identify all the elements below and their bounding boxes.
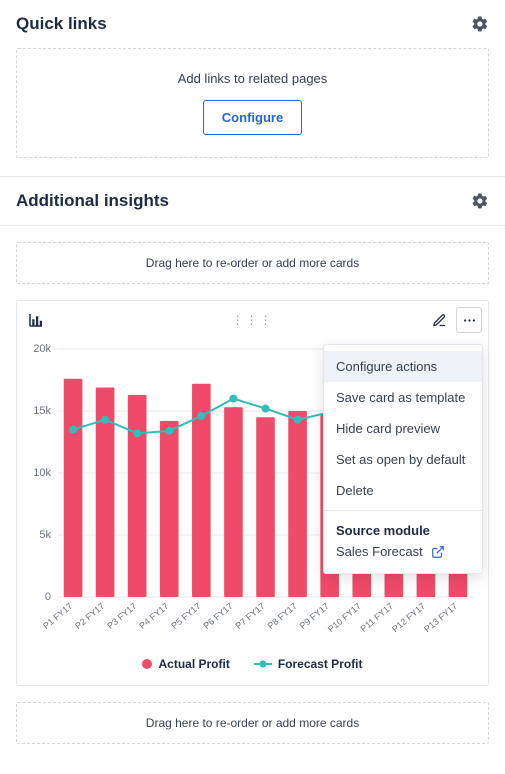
gear-icon[interactable] xyxy=(471,15,489,33)
svg-text:5k: 5k xyxy=(39,529,51,541)
svg-text:P6 FY17: P6 FY17 xyxy=(201,601,234,631)
bar-chart-icon[interactable] xyxy=(27,311,45,329)
menu-item[interactable]: Save card as template xyxy=(324,382,482,413)
svg-text:P7 FY17: P7 FY17 xyxy=(234,601,267,631)
menu-item[interactable]: Configure actions xyxy=(324,351,482,382)
card-toolbar: ⋮⋮⋮ xyxy=(17,301,488,339)
menu-item[interactable]: Delete xyxy=(324,475,482,506)
quick-links-empty-text: Add links to related pages xyxy=(33,71,472,86)
drag-handle-icon[interactable]: ⋮⋮⋮ xyxy=(232,313,274,327)
additional-insights-section: Additional insights xyxy=(0,177,505,211)
insights-title: Additional insights xyxy=(16,191,169,211)
chart-card-wrap: ⋮⋮⋮ 0 5k 10k 15k 20k P1 FY17P2 FY17P3 FY17P4 … xyxy=(0,300,505,686)
more-icon[interactable] xyxy=(456,307,482,333)
menu-source-link[interactable]: Sales Forecast xyxy=(324,540,482,567)
edit-icon[interactable] xyxy=(426,307,452,333)
legend-forecast-label: Forecast Profit xyxy=(278,657,363,671)
configure-button[interactable]: Configure xyxy=(203,100,302,135)
svg-text:P12 FY17: P12 FY17 xyxy=(390,601,427,634)
drop-zone-bottom[interactable]: Drag here to re-order or add more cards xyxy=(16,702,489,744)
svg-text:10k: 10k xyxy=(33,467,51,479)
svg-text:20k: 20k xyxy=(33,343,51,355)
legend-actual-label: Actual Profit xyxy=(158,657,229,671)
legend-forecast: Forecast Profit xyxy=(254,657,363,671)
legend-swatch-bar xyxy=(142,659,152,669)
menu-item[interactable]: Hide card preview xyxy=(324,413,482,444)
quick-links-title: Quick links xyxy=(16,14,107,34)
legend-actual: Actual Profit xyxy=(142,657,229,671)
svg-text:P13 FY17: P13 FY17 xyxy=(422,601,459,634)
menu-source-heading: Source module xyxy=(324,515,482,540)
svg-text:P10 FY17: P10 FY17 xyxy=(326,601,363,634)
svg-text:P2 FY17: P2 FY17 xyxy=(73,601,106,631)
quick-links-section: Quick links Add links to related pages C… xyxy=(0,0,505,177)
drop-zone-top[interactable]: Drag here to re-order or add more cards xyxy=(16,242,489,284)
menu-item[interactable]: Set as open by default xyxy=(324,444,482,475)
legend-swatch-line xyxy=(254,659,272,669)
svg-text:P8 FY17: P8 FY17 xyxy=(266,601,299,631)
svg-text:0: 0 xyxy=(45,591,51,603)
card-menu: Configure actionsSave card as templateHi… xyxy=(323,344,483,574)
svg-text:15k: 15k xyxy=(33,405,51,417)
quick-links-empty-box: Add links to related pages Configure xyxy=(16,48,489,158)
svg-text:P3 FY17: P3 FY17 xyxy=(105,601,138,631)
svg-text:P4 FY17: P4 FY17 xyxy=(137,601,170,631)
svg-text:P5 FY17: P5 FY17 xyxy=(169,601,202,631)
gear-icon[interactable] xyxy=(471,192,489,210)
svg-text:P1 FY17: P1 FY17 xyxy=(41,601,74,631)
insights-header: Additional insights xyxy=(16,191,489,211)
quick-links-header: Quick links xyxy=(16,14,489,34)
chart-legend: Actual Profit Forecast Profit xyxy=(17,649,488,685)
svg-text:P11 FY17: P11 FY17 xyxy=(359,601,396,634)
